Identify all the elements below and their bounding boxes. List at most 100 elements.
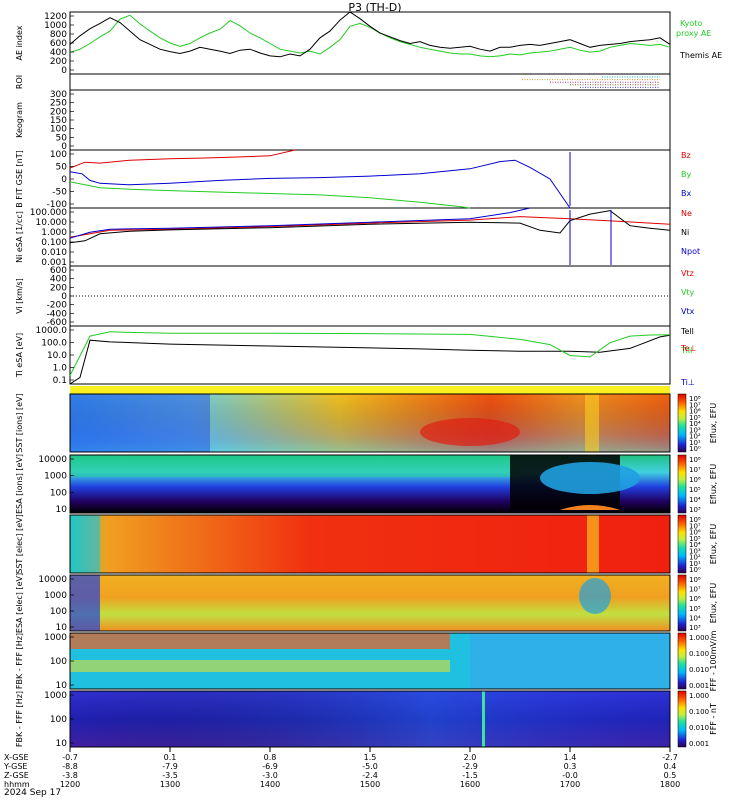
ephemeris-value-y-gse: -2.9 (462, 762, 478, 771)
ytick-ae: 600 (50, 39, 67, 49)
panel-ylabel-esa_e: ESA [elec] [eV] (15, 573, 24, 633)
series-line-density-npot (69, 207, 531, 239)
colorbar-tick-esa_ion: 10⁷ (689, 466, 701, 474)
colorbar-tick-sst_ion: 10⁴ (689, 420, 701, 428)
ytick-ae: 200 (50, 57, 67, 67)
colorbar-tick-sst_ion: 10² (689, 433, 701, 441)
ytick-esa_ion: 1000 (44, 472, 67, 482)
ephemeris-value-z-gse: -2.4 (362, 771, 378, 780)
ephemeris-value-x-gse: -0.7 (62, 753, 78, 762)
ephemeris-value-y-gse: -7.9 (162, 762, 178, 771)
ytick-bfield: 0 (61, 175, 67, 185)
ytick-fbk_b: 1000 (44, 691, 67, 701)
ytick-keogram: 300 (50, 90, 67, 100)
ytick-bfield: -50 (52, 188, 67, 198)
ytick-ae: 800 (50, 30, 67, 40)
ytick-keogram: 50 (56, 133, 68, 143)
panel-ylabel-esa_ion: ESA [ions] [eV] (15, 454, 24, 514)
series-line-temperature-till (69, 331, 671, 376)
ytick-density: 10.000 (36, 218, 68, 228)
esa-elec-spectrogram (69, 574, 671, 632)
ytick-velocity: -200 (47, 301, 68, 311)
ytick-density: 0.001 (41, 258, 67, 268)
ytick-temperature: 10.0 (47, 351, 67, 361)
sst-elec-spectrogram (69, 514, 671, 574)
ytick-density: 0.100 (41, 238, 67, 248)
legend-temperature-3: Ti⊥ (680, 378, 695, 387)
legend-velocity-0: Vtz (681, 269, 694, 278)
ephemeris-value-z-gse: -3.8 (62, 771, 78, 780)
colorbar-tick-sst_ion: 10¹ (689, 439, 701, 447)
chart-title: P3 (TH-D) (348, 1, 401, 14)
series-line-ae-kyoto-proxy-ae (69, 14, 671, 58)
series-line-bfield-bx (69, 159, 571, 209)
ytick-keogram: 0 (61, 142, 67, 152)
ae-legend-themis: Themis AE (679, 51, 722, 60)
fbk-b-spectrogram (69, 690, 671, 748)
colorbar-tick-sst_ion: 10⁵ (689, 414, 701, 422)
ephemeris-value-hhmm: 1700 (560, 780, 580, 789)
series-layer (69, 11, 671, 385)
temperature-panel (69, 325, 671, 385)
date-label: 2024 Sep 17 (4, 788, 61, 798)
ytick-esa_ion: 10 (56, 505, 68, 515)
colorbar-tick-esa_e: 10⁵ (689, 605, 701, 613)
colorbar-tick-esa_ion: 10⁵ (689, 486, 701, 494)
legend-temperature-1: Te⊥ (680, 344, 696, 353)
panel-ylabel-density: Ni eSA [1/cc] (15, 211, 24, 263)
ephemeris-value-y-gse: -6.9 (262, 762, 278, 771)
tick-layer: 1200100080060040020003002502001501005001… (3, 12, 709, 789)
panel-ylabel-ae: AE index (15, 25, 24, 60)
panel-ylabel-bfield: B FIT GSE [nT] (15, 150, 24, 208)
series-line-ae-themis-ae (69, 11, 671, 58)
legend-temperature-till: Till (680, 346, 692, 355)
ytick-esa_e: 100 (50, 607, 67, 617)
colorbars (677, 393, 687, 748)
ytick-keogram: 150 (50, 116, 67, 126)
colorbar-tick-sst_e: 10² (689, 554, 701, 562)
colorbar-tick-sst_e: 10¹ (689, 560, 701, 568)
ytick-velocity: 600 (50, 266, 67, 276)
colorbar-tick-sst_e: 10⁰ (689, 566, 701, 574)
colorbar-tick-sst_e: 10⁴ (689, 541, 701, 549)
colorbar-tick-esa_ion: 10⁸ (689, 456, 701, 464)
legend-bfield-by: By (681, 170, 691, 179)
label-layer: AE index ROI Keogram B FIT GSE [nT] Bz By Bx Ni… (15, 25, 718, 747)
colorbar-tick-fbk_e: 0.010 (689, 666, 709, 674)
ytick-fbk_b: 100 (50, 715, 67, 725)
legend-bfield-bz: Bz (681, 151, 691, 160)
panel-ylabel-roi: ROI (15, 75, 24, 89)
colorbar-label-esa_ion: Eflux, EFU (709, 464, 718, 505)
ephemeris-value-y-gse: -8.8 (62, 762, 78, 771)
colorbar-label-sst_ion: Eflux, EFU (709, 403, 718, 444)
ephemeris-value-hhmm: 1600 (460, 780, 480, 789)
ephemeris-value-x-gse: 1.4 (564, 753, 577, 762)
ephemeris-value-x-gse: 2.0 (464, 753, 477, 762)
ephemeris-label-z-gse: Z-GSE (4, 771, 29, 780)
colorbar-tick-esa_ion: 10⁴ (689, 496, 701, 504)
colorbar-tick-esa_ion: 10⁶ (689, 476, 701, 484)
series-line-density-ne (69, 216, 671, 238)
ytick-temperature: 0.1 (53, 376, 67, 386)
colorbar-tick-fbk_b: 0.100 (689, 708, 709, 716)
ytick-density: 100.000 (30, 208, 67, 218)
colorbar-tick-sst_ion: 10⁰ (689, 445, 701, 453)
ytick-density: 0.010 (41, 248, 67, 258)
colorbar-tick-esa_e: 10³ (689, 624, 701, 632)
ytick-fbk_e: 10 (56, 681, 68, 691)
keogram-panel (69, 89, 671, 151)
colorbar-tick-esa_e: 10⁶ (689, 595, 701, 603)
ytick-ae: 1000 (44, 21, 67, 31)
series-line-density-ni (69, 210, 671, 244)
panel-ylabel-sst_ion: SST [ions] [eV] (15, 393, 24, 452)
ytick-ae: 1200 (44, 12, 67, 22)
ephemeris-label-y-gse: Y-GSE (3, 762, 27, 771)
ephemeris-value-z-gse: -0.0 (562, 771, 578, 780)
colorbar-label-esa_e: Eflux, EFU (709, 583, 718, 624)
ytick-fbk_e: 1000 (44, 633, 67, 643)
ephemeris-value-hhmm: 1300 (160, 780, 180, 789)
ytick-bfield: 50 (56, 163, 68, 173)
ytick-esa_e: 10000 (38, 575, 67, 585)
colorbar-tick-esa_e: 10⁷ (689, 586, 701, 594)
ytick-esa_ion: 10000 (38, 455, 67, 465)
